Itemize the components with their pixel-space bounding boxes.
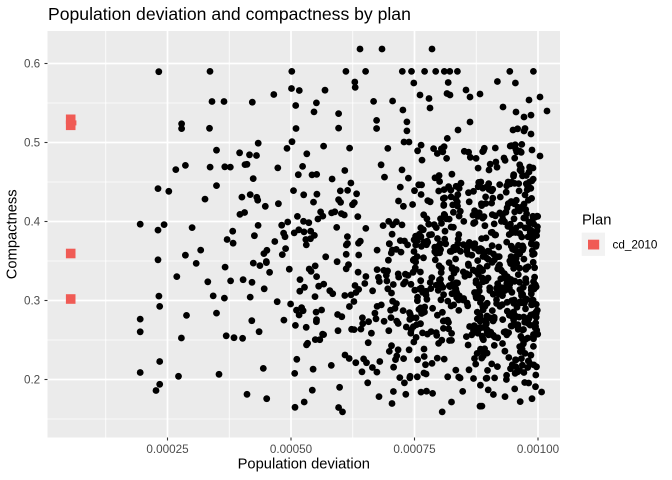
svg-text:0.3: 0.3 [24, 295, 40, 308]
svg-text:0.4: 0.4 [24, 216, 41, 229]
svg-text:cd_2010: cd_2010 [613, 238, 658, 251]
svg-text:0.00075: 0.00075 [393, 443, 436, 456]
svg-text:Population deviation: Population deviation [238, 456, 370, 472]
svg-text:0.00025: 0.00025 [146, 443, 189, 456]
svg-text:Population deviation and compa: Population deviation and compactness by … [48, 4, 411, 24]
svg-text:0.2: 0.2 [24, 374, 40, 387]
svg-text:0.5: 0.5 [24, 137, 41, 150]
svg-text:0.6: 0.6 [24, 58, 40, 71]
svg-text:Compactness: Compactness [5, 189, 21, 279]
svg-text:Plan: Plan [582, 213, 611, 229]
svg-text:0.00050: 0.00050 [270, 443, 313, 456]
svg-text:0.00100: 0.00100 [517, 443, 560, 456]
